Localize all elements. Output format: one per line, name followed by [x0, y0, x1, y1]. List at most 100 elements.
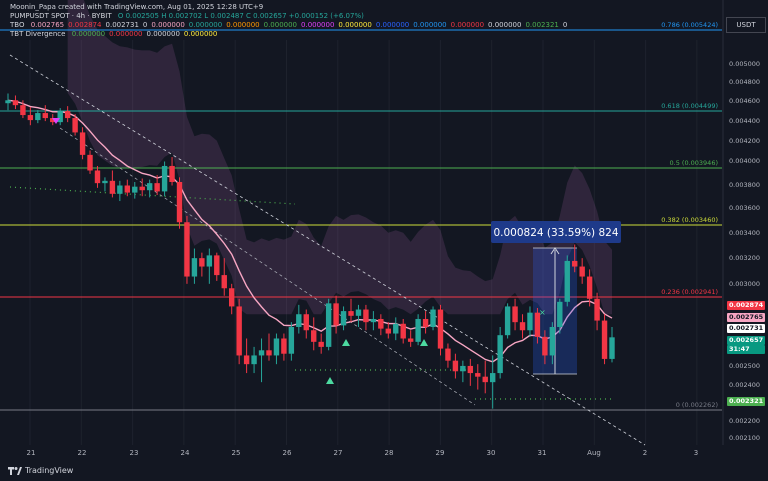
measure-box: 0.000824 (33.59%) 824 — [491, 221, 621, 375]
candle — [94, 165, 101, 188]
candle — [504, 303, 511, 339]
candle — [199, 252, 205, 277]
price-tag: 0.002731 — [727, 324, 765, 333]
candle — [512, 298, 518, 331]
candle-body — [586, 276, 593, 299]
time-tick: 27 — [334, 449, 343, 457]
candle — [236, 298, 242, 365]
candle — [251, 346, 257, 374]
candle-body — [318, 341, 324, 347]
candle — [35, 110, 41, 124]
tbo-value: 0.000000 — [488, 21, 522, 29]
candle-body — [169, 165, 175, 182]
candle — [229, 283, 235, 315]
candle — [221, 258, 227, 296]
candle — [385, 322, 391, 339]
candle-body — [467, 365, 474, 374]
candle — [206, 248, 213, 284]
candle — [57, 108, 63, 126]
time-tick: 30 — [487, 449, 496, 457]
candle-body — [504, 306, 511, 336]
candle-body — [534, 312, 541, 337]
tradingview-brand: TradingView — [8, 466, 73, 475]
candle-body — [35, 113, 41, 121]
candle-body — [50, 118, 56, 123]
candle — [609, 327, 615, 363]
candle-body — [407, 338, 414, 342]
candle — [258, 338, 265, 383]
candle — [318, 333, 324, 354]
candle — [132, 181, 138, 199]
currency-button[interactable]: USDT — [726, 17, 766, 33]
candle — [311, 317, 317, 351]
tbo-value: 0.000000 — [338, 21, 372, 29]
price-tag: 0.002874 — [727, 301, 765, 310]
candle-body — [445, 348, 451, 361]
candle-body — [176, 181, 183, 223]
price-tag: 31:47 — [727, 345, 765, 354]
tbo-value: 0.000000 — [151, 21, 185, 29]
tbo-value: 0.000000 — [450, 21, 485, 29]
candle — [20, 100, 26, 119]
tbo-support-line — [9, 186, 296, 205]
candle-body — [363, 309, 369, 323]
candle — [27, 107, 34, 126]
candle-body — [385, 328, 391, 334]
brand-label: TradingView — [25, 466, 74, 475]
price-tick: 0.004800 — [729, 78, 760, 86]
fib-label: 0.382 (0.003460) — [661, 216, 718, 224]
candle — [445, 343, 451, 368]
candle-body — [333, 303, 339, 326]
tbt-value: 0.000000 — [71, 30, 106, 38]
candle-body — [199, 258, 205, 267]
candle-body — [378, 318, 384, 329]
candle — [370, 311, 377, 331]
support-trendline — [59, 127, 476, 406]
candle — [64, 106, 71, 123]
candle — [214, 252, 220, 281]
price-tick: 0.002400 — [729, 381, 760, 389]
candle-body — [355, 309, 362, 316]
time-tick: 23 — [130, 449, 139, 457]
candle — [519, 314, 526, 339]
time-tick: 28 — [385, 449, 394, 457]
candle-body — [519, 322, 526, 331]
price-tick: 0.002500 — [729, 362, 760, 370]
grid — [29, 40, 698, 445]
candle — [400, 318, 406, 344]
candle-body — [579, 266, 585, 277]
candle — [594, 292, 600, 331]
candle — [579, 258, 585, 284]
candle-body — [311, 330, 317, 342]
time-tick: Aug — [587, 449, 601, 457]
buy-signal-icon — [342, 339, 350, 346]
candle — [184, 215, 190, 284]
candle-body — [221, 275, 227, 289]
price-tick: 0.003800 — [729, 181, 760, 189]
candle-body — [437, 309, 444, 349]
candle — [467, 358, 474, 386]
candle — [281, 333, 287, 361]
time-tick: 26 — [283, 449, 292, 457]
candle — [601, 314, 608, 365]
candle — [154, 175, 160, 195]
candle-body — [400, 323, 406, 339]
candle — [348, 298, 354, 323]
fib-label: 0.5 (0.003946) — [670, 159, 719, 167]
candle-body — [161, 165, 168, 192]
candle — [407, 330, 414, 347]
ema-cloud-band — [67, 0, 612, 315]
candle-body — [191, 258, 198, 277]
price-tick: 0.004600 — [729, 97, 760, 105]
candle — [430, 306, 436, 331]
price-tag: 0.002321 — [727, 397, 765, 406]
candle — [422, 311, 429, 334]
candle — [139, 178, 145, 197]
candle-body — [109, 180, 116, 194]
candle-body — [42, 113, 48, 119]
candle-body — [139, 186, 145, 191]
candle — [42, 105, 48, 122]
candle — [564, 255, 570, 307]
tbo-value: 0 — [142, 21, 148, 29]
